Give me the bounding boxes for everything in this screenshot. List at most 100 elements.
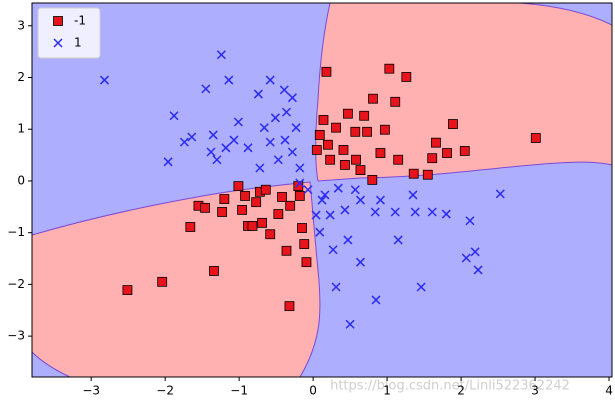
x-point [331,282,341,292]
square-point [530,133,541,143]
x-point [255,163,265,173]
x-point [295,163,305,173]
square-point [338,145,349,155]
x-point [270,113,280,123]
legend-label: -1 [74,14,86,28]
square-point [294,191,305,201]
square-point [53,16,63,26]
x-point [169,111,179,121]
x-point [206,147,216,157]
square-point [285,200,296,211]
square-point [293,181,304,192]
square-point [379,124,390,135]
square-point [284,301,295,312]
x-point [201,84,211,94]
x-point [315,227,325,237]
square-point [351,154,361,165]
square-point [209,266,219,276]
square-point [367,175,378,185]
square-point [281,245,292,256]
x-point [328,245,338,255]
square-point [277,192,287,202]
x-tick-label: −3 [82,384,100,398]
square-point [340,160,350,170]
square-point [251,197,262,208]
x-point [465,216,475,226]
decision-regions [32,3,612,377]
x-point [295,178,305,188]
x-point [470,247,480,257]
square-point [384,63,395,74]
legend-label: 1 [74,36,82,50]
y-tick-label: 0 [17,173,25,187]
square-point [122,285,133,295]
x-point [259,123,269,133]
y-tick-label: −1 [7,225,25,239]
legend: -1 1 [37,7,101,59]
x-point [265,137,275,147]
x-point [371,295,381,305]
x-point [208,130,218,140]
x-tick-label: 2 [457,384,465,398]
square-point [265,229,276,240]
plot-frame [31,2,613,378]
square-point [342,108,353,119]
square-point [247,221,258,231]
square-point [311,145,322,155]
y-tick-label: 1 [17,122,25,136]
square-point [273,209,284,219]
square-point [459,146,470,156]
x-point [280,135,290,145]
x-point [427,207,437,217]
x-point [461,253,471,263]
square-point [240,191,250,201]
square-point [325,154,336,165]
marks [99,50,541,329]
x-point [375,195,385,205]
x-point [317,195,327,205]
square-point [375,148,386,158]
square-point [301,257,312,268]
square-point [431,137,441,148]
square-point [331,122,341,133]
square-point [401,72,412,82]
x-point [320,190,330,200]
y-tick-label: −2 [7,277,25,291]
x-point [233,117,243,127]
legend-box [37,7,101,59]
x-point [187,132,197,142]
x-tick-label: 3 [531,384,539,398]
square-point [314,130,325,140]
x-point [333,183,343,193]
square-point [260,184,271,195]
x-point [303,185,313,195]
square-point [297,223,307,233]
x-point [311,210,321,220]
square-point [390,96,401,107]
x-point [390,207,400,217]
square-point [318,115,329,125]
y-tick-label: −3 [7,329,25,343]
square-point [323,139,333,150]
x-point [325,210,335,220]
y-tick-label: 3 [17,18,25,32]
x-point [355,195,365,205]
x-point [216,50,226,60]
square-point [422,169,433,180]
square-point [321,66,332,77]
x-point [229,135,239,145]
x-point [393,235,403,245]
square-point [200,202,211,213]
square-point [448,119,458,129]
watermark: https://blog.csdn.net/Linli522362242 [330,379,570,394]
x-point [287,93,297,103]
square-point [219,194,230,204]
x-point [416,282,426,292]
square-point [185,222,196,232]
x-point [265,75,275,85]
x-point [212,155,222,165]
x-point [224,75,234,85]
square-point [393,154,404,165]
x-point [99,75,110,85]
